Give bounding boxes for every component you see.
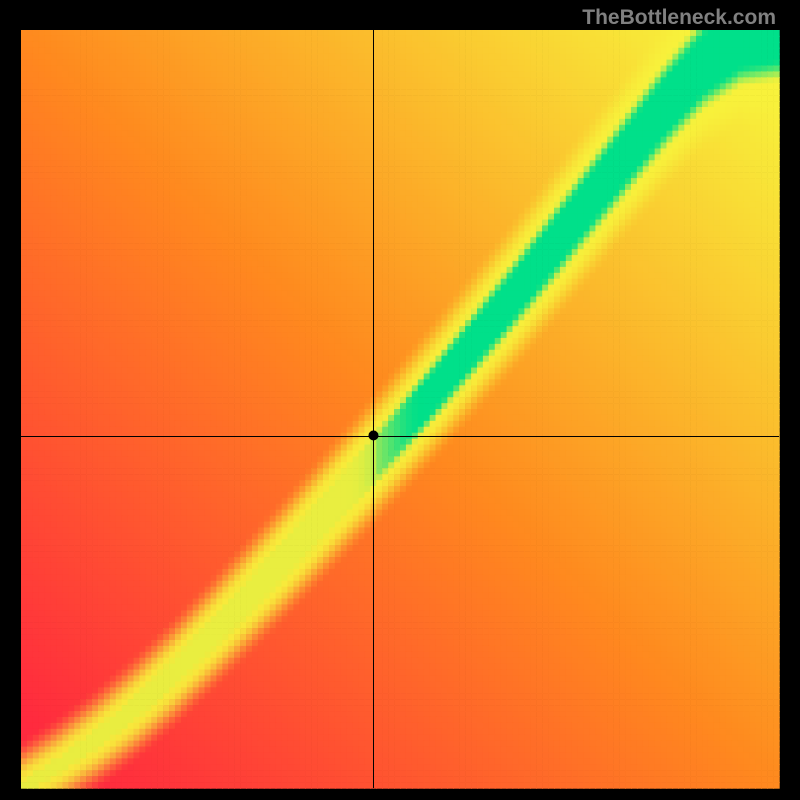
watermark-text: TheBottleneck.com [582,6,776,30]
bottleneck-heatmap [0,0,800,800]
chart-container: TheBottleneck.com [0,0,800,800]
